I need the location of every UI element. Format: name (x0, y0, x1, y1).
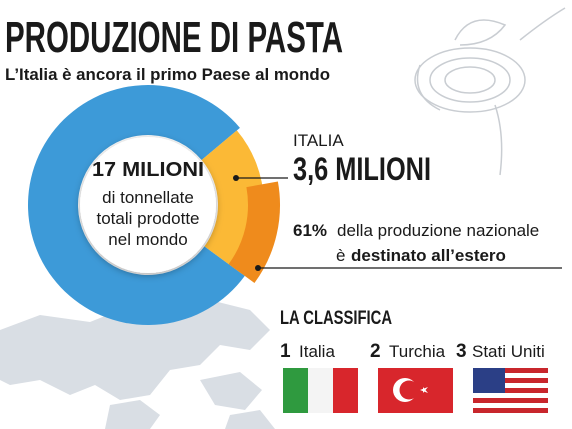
stripe (473, 373, 548, 378)
country: Stati Uniti (472, 342, 545, 361)
subtitle: L’Italia è ancora il primo Paese al mond… (5, 65, 330, 84)
italy-label: ITALIA (293, 131, 344, 150)
flag-turkey (378, 368, 453, 413)
donut-chart (28, 85, 280, 325)
title: PRODUZIONE DI PASTA (5, 13, 343, 62)
export-pct: 61% (293, 221, 327, 240)
canton (473, 368, 505, 393)
export-segment (228, 181, 280, 284)
country: Italia (299, 342, 335, 361)
leader-dot (233, 175, 239, 181)
rank: 2 (370, 341, 381, 362)
stripe (473, 398, 548, 403)
ranking-title: LA CLASSIFICA (280, 308, 392, 329)
total-text: di tonnellate (102, 188, 194, 207)
export-text: destinato all’estero (351, 246, 506, 265)
world-map (0, 300, 275, 429)
stripe (473, 388, 548, 393)
stripe (473, 368, 548, 373)
flag-italy (283, 368, 358, 413)
stripe (473, 408, 548, 413)
rank: 3 (456, 341, 467, 362)
rank: 1 (280, 341, 291, 362)
stripe (473, 393, 548, 398)
total-text: totali prodotte (96, 209, 199, 228)
world-segment (28, 85, 245, 325)
pasta-sketch (414, 7, 566, 176)
stripe (473, 403, 548, 408)
leader-dot (255, 265, 261, 271)
export-text: della produzione nazionale (337, 221, 539, 240)
flag-usa (473, 368, 548, 413)
export-text: è (336, 246, 345, 265)
italy-value: 3,6 MILIONI (293, 151, 431, 187)
total-label: 17 MILIONI (92, 159, 204, 181)
stripe (473, 383, 548, 388)
center-circle (80, 137, 216, 273)
total-text: nel mondo (108, 230, 187, 249)
stripe (473, 378, 548, 383)
country: Turchia (389, 342, 446, 361)
